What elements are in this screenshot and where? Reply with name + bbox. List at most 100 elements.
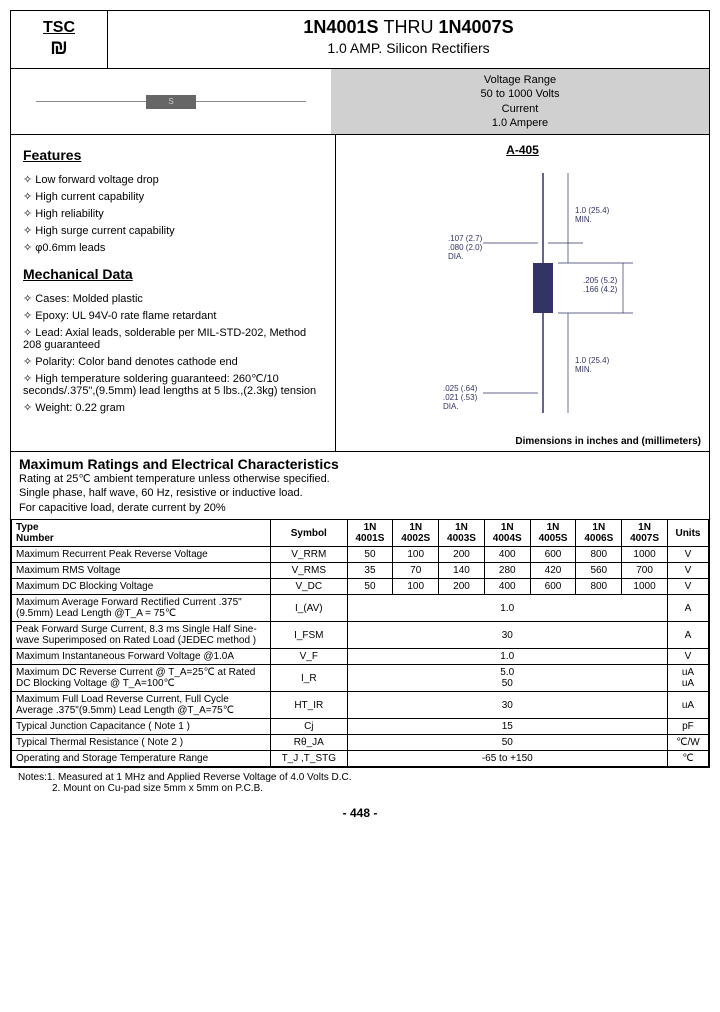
list-item: Epoxy: UL 94V-0 rate flame retardant [23,307,323,324]
span-cell: 1.0 [347,595,667,622]
value-cell: 280 [484,563,530,579]
param-cell: Maximum DC Blocking Voltage [12,579,271,595]
thru-text: THRU [384,17,434,37]
symbol-cell: Cj [271,719,348,735]
logo-cell: TSC ₪ [11,11,108,68]
param-cell: Operating and Storage Temperature Range [12,751,271,767]
table-row: Operating and Storage Temperature RangeT… [12,751,709,767]
spec-l4: 1.0 Ampere [335,116,705,130]
spec-table: TypeNumberSymbol1N4001S1N4002S1N4003S1N4… [11,519,709,767]
value-cell: 200 [439,579,485,595]
value-cell: 1000 [622,579,668,595]
value-cell: 50 [347,547,393,563]
note2: 2. Mount on Cu-pad size 5mm x 5mm on P.C… [18,783,702,794]
diode-body: S [146,95,196,109]
unit-cell: ℃ [667,751,708,767]
table-row: Maximum RMS VoltageV_RMS3570140280420560… [12,563,709,579]
list-item: High surge current capability [23,222,323,239]
symbol-cell: V_F [271,649,348,665]
table-row: Maximum Average Forward Rectified Curren… [12,595,709,622]
package-label: A-405 [344,143,701,157]
unit-cell: V [667,547,708,563]
unit-cell: uAuA [667,665,708,692]
main-row: Features Low forward voltage dropHigh cu… [11,135,709,452]
table-row: Typical Thermal Resistance ( Note 2 )Rθ_… [12,735,709,751]
span-cell: 1.0 [347,649,667,665]
unit-cell: V [667,579,708,595]
value-cell: 420 [530,563,576,579]
symbol-cell: V_RMS [271,563,348,579]
symbol-cell: I_(AV) [271,595,348,622]
value-cell: 1000 [622,547,668,563]
param-cell: Maximum DC Reverse Current @ T_A=25℃ at … [12,665,271,692]
svg-text:1.0 (25.4)MIN.: 1.0 (25.4)MIN. [575,206,610,224]
span-cell: -65 to +150 [347,751,667,767]
component-image: S [11,69,331,134]
list-item: φ0.6mm leads [23,239,323,256]
datasheet-page: TSC ₪ 1N4001S THRU 1N4007S 1.0 AMP. Sili… [10,10,710,768]
logo-text: TSC [19,19,99,37]
ratings-title: Maximum Ratings and Electrical Character… [11,452,709,472]
unit-cell: V [667,649,708,665]
part-right: 1N4007S [439,17,514,37]
lead-left [36,101,146,102]
table-header: TypeNumber [12,520,271,547]
param-cell: Typical Thermal Resistance ( Note 2 ) [12,735,271,751]
value-cell: 35 [347,563,393,579]
param-cell: Peak Forward Surge Current, 8.3 ms Singl… [12,622,271,649]
value-cell: 100 [393,579,439,595]
title-main: 1N4001S THRU 1N4007S [114,17,703,38]
sub3: For capacitive load, derate current by 2… [19,502,226,514]
dimension-diagram: .107 (2.7).080 (2.0)DIA. 1.0 (25.4)MIN. … [344,163,701,443]
unit-cell: ℃/W [667,735,708,751]
notes: Notes:1. Measured at 1 MHz and Applied R… [10,768,710,798]
unit-cell: A [667,622,708,649]
sub1: Rating at 25℃ ambient temperature unless… [19,473,330,485]
table-header: 1N4001S [347,520,393,547]
param-cell: Maximum Full Load Reverse Current, Full … [12,692,271,719]
param-cell: Maximum Recurrent Peak Reverse Voltage [12,547,271,563]
symbol-cell: T_J ,T_STG [271,751,348,767]
param-cell: Maximum Average Forward Rectified Curren… [12,595,271,622]
spec-l1: Voltage Range [335,73,705,87]
spec-box: Voltage Range 50 to 1000 Volts Current 1… [331,69,709,134]
table-row: Maximum DC Reverse Current @ T_A=25℃ at … [12,665,709,692]
unit-cell: V [667,563,708,579]
param-cell: Maximum Instantaneous Forward Voltage @1… [12,649,271,665]
table-row: Peak Forward Surge Current, 8.3 ms Singl… [12,622,709,649]
value-cell: 800 [576,547,622,563]
table-header: Symbol [271,520,348,547]
row2: S Voltage Range 50 to 1000 Volts Current… [11,69,709,135]
svg-text:.205 (5.2).166 (4.2): .205 (5.2).166 (4.2) [583,276,618,294]
list-item: High reliability [23,205,323,222]
lead-right [196,101,306,102]
list-item: Low forward voltage drop [23,171,323,188]
right-column: A-405 .107 (2.7).080 (2.0)DIA. 1.0 (25.4… [336,135,709,451]
title-cell: 1N4001S THRU 1N4007S 1.0 AMP. Silicon Re… [108,11,709,68]
value-cell: 600 [530,579,576,595]
features-list: Low forward voltage dropHigh current cap… [23,171,323,256]
table-header: 1N4002S [393,520,439,547]
list-item: Weight: 0.22 gram [23,399,323,416]
header: TSC ₪ 1N4001S THRU 1N4007S 1.0 AMP. Sili… [11,11,709,69]
table-header: 1N4003S [439,520,485,547]
subtitle: 1.0 AMP. Silicon Rectifiers [114,40,703,56]
note1: Notes:1. Measured at 1 MHz and Applied R… [18,772,702,783]
spec-l2: 50 to 1000 Volts [335,87,705,101]
table-row: Maximum Full Load Reverse Current, Full … [12,692,709,719]
value-cell: 400 [484,547,530,563]
table-header: 1N4007S [622,520,668,547]
value-cell: 70 [393,563,439,579]
part-left: 1N4001S [303,17,378,37]
table-header: 1N4004S [484,520,530,547]
span-cell: 30 [347,622,667,649]
svg-text:.107 (2.7).080 (2.0)DIA.: .107 (2.7).080 (2.0)DIA. [448,234,483,261]
list-item: Lead: Axial leads, solderable per MIL-ST… [23,324,323,353]
table-header: 1N4005S [530,520,576,547]
symbol-cell: HT_IR [271,692,348,719]
mech-list: Cases: Molded plasticEpoxy: UL 94V-0 rat… [23,290,323,416]
param-cell: Maximum RMS Voltage [12,563,271,579]
mech-heading: Mechanical Data [23,266,323,282]
list-item: High temperature soldering guaranteed: 2… [23,370,323,399]
list-item: Cases: Molded plastic [23,290,323,307]
